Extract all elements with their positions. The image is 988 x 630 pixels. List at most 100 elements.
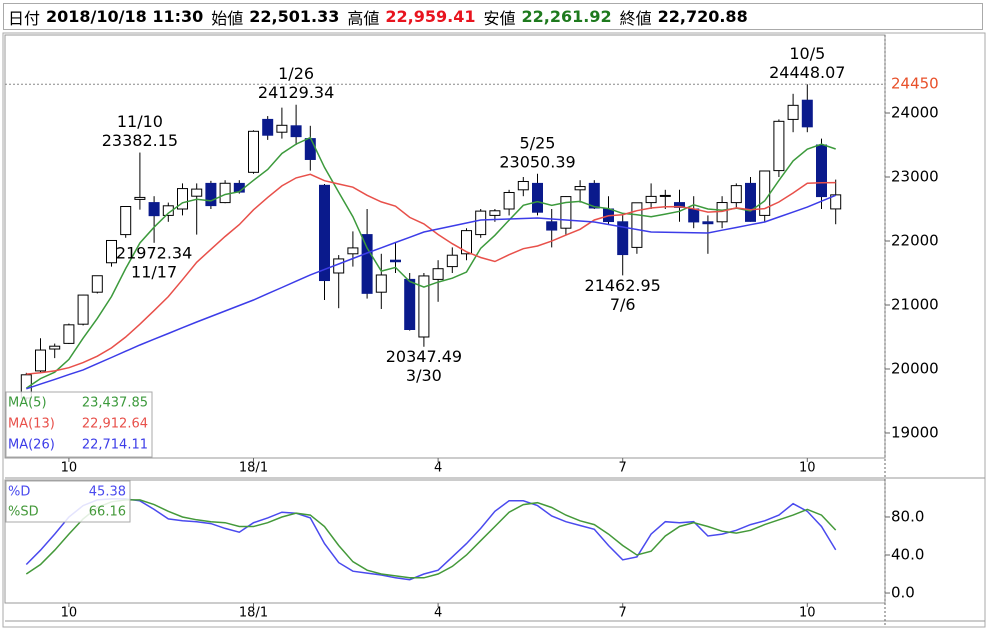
legend-value: 45.38	[89, 485, 126, 500]
candle-up	[631, 202, 643, 248]
candle-up	[503, 191, 515, 210]
annotation-price: 23050.39	[499, 152, 575, 171]
candle-up	[248, 130, 259, 173]
candle-down	[404, 278, 416, 331]
chart-frame	[2, 32, 986, 628]
y-tick-label: 21000	[891, 295, 939, 313]
candle-down	[290, 125, 302, 138]
legend-box	[5, 480, 131, 523]
candle-up	[432, 268, 444, 280]
field-label: 終値	[619, 8, 652, 28]
legend-value: 22,912.64	[82, 417, 148, 432]
annotation-price: 21972.34	[116, 243, 192, 262]
sub-plot-frame	[4, 479, 886, 604]
candle-up	[517, 180, 529, 191]
candle-up	[659, 194, 671, 197]
candle-up	[63, 324, 75, 344]
y-tick-label: 22000	[891, 231, 939, 249]
main-plot-frame	[4, 34, 886, 459]
legend-name: MA(26)	[8, 438, 55, 453]
field-value: 22,959.41	[385, 7, 476, 26]
annotation-price: 21462.95	[585, 276, 661, 295]
candle-up	[773, 120, 785, 172]
candle-up	[106, 239, 117, 264]
candle-down	[148, 202, 160, 217]
candle-down	[674, 202, 685, 208]
x-tick-label: 18/1	[239, 461, 268, 476]
annotation-date: 3/30	[406, 366, 442, 385]
annotation-price: 24448.07	[769, 63, 845, 82]
x-tick-label: 4	[434, 606, 442, 621]
candle-down	[390, 259, 401, 263]
annotation-date: 5/25	[520, 133, 556, 152]
field-label: 安値	[483, 8, 516, 28]
candle-down	[801, 99, 813, 128]
field-label: 高値	[347, 8, 380, 28]
candle-down	[205, 182, 217, 207]
candle-up	[375, 274, 387, 293]
annotation-price: 24129.34	[258, 83, 334, 102]
y-tick-label: 24000	[891, 104, 939, 122]
legend-value: 66.16	[89, 504, 126, 519]
legend-box	[5, 391, 153, 458]
y-tick-label: 40.0	[891, 545, 924, 563]
candle-up	[276, 124, 288, 133]
candle-down	[688, 208, 700, 223]
candle-down	[262, 118, 274, 136]
candle-up	[489, 210, 501, 216]
candle-up	[49, 345, 61, 350]
candle-up	[134, 196, 146, 200]
legend-name: %D	[8, 485, 30, 500]
candle-down	[816, 144, 827, 198]
candle-down	[702, 221, 714, 225]
annotation-price: 23382.15	[102, 131, 178, 150]
x-tick-label: 4	[434, 461, 442, 476]
candle-up	[347, 247, 359, 255]
candle-up	[574, 186, 586, 191]
candle-down	[546, 221, 558, 231]
annotation-price: 20347.49	[386, 347, 462, 366]
ma-line	[25, 136, 836, 389]
x-tick-label: 10	[799, 606, 816, 621]
reference-label: 24450	[891, 75, 939, 93]
x-tick-label: 18/1	[239, 606, 268, 621]
y-tick-label: 19000	[891, 423, 939, 441]
candle-up	[418, 275, 430, 338]
y-tick-label: 0.0	[891, 584, 915, 602]
x-tick-label: 7	[619, 461, 627, 476]
candle-up	[461, 230, 472, 255]
candle-down	[617, 221, 629, 256]
indicator-line	[25, 499, 837, 579]
annotation-date: 1/26	[278, 64, 314, 83]
field-value: 22,501.33	[249, 7, 340, 26]
annotation-date: 10/5	[789, 44, 825, 63]
candle-up	[446, 254, 458, 268]
legend-value: 23,437.85	[82, 396, 148, 411]
legend-name: MA(5)	[8, 396, 47, 411]
candle-up	[560, 196, 572, 229]
y-tick-label: 23000	[891, 168, 939, 186]
candle-up	[219, 182, 231, 204]
annotation-date: 7/6	[610, 295, 636, 314]
x-tick-label: 10	[61, 606, 78, 621]
field-label: 始値	[211, 8, 244, 28]
y-tick-label: 20000	[891, 359, 939, 377]
x-tick-label: 7	[619, 606, 627, 621]
candle-down	[588, 182, 600, 209]
field-label: 日付	[8, 8, 41, 28]
candle-down	[304, 138, 316, 160]
annotation-date: 11/17	[131, 262, 177, 281]
candle-up	[91, 275, 103, 293]
y-tick-label: 80.0	[891, 507, 924, 525]
candle-up	[730, 185, 742, 204]
candle-up	[120, 206, 132, 236]
candle-up	[787, 104, 799, 120]
field-value: 2018/10/18 11:30	[46, 7, 204, 26]
legend-name: MA(13)	[8, 417, 55, 432]
candle-down	[319, 184, 330, 282]
candle-down	[532, 182, 543, 213]
candle-down	[361, 234, 373, 294]
annotation-date: 11/10	[117, 112, 163, 131]
